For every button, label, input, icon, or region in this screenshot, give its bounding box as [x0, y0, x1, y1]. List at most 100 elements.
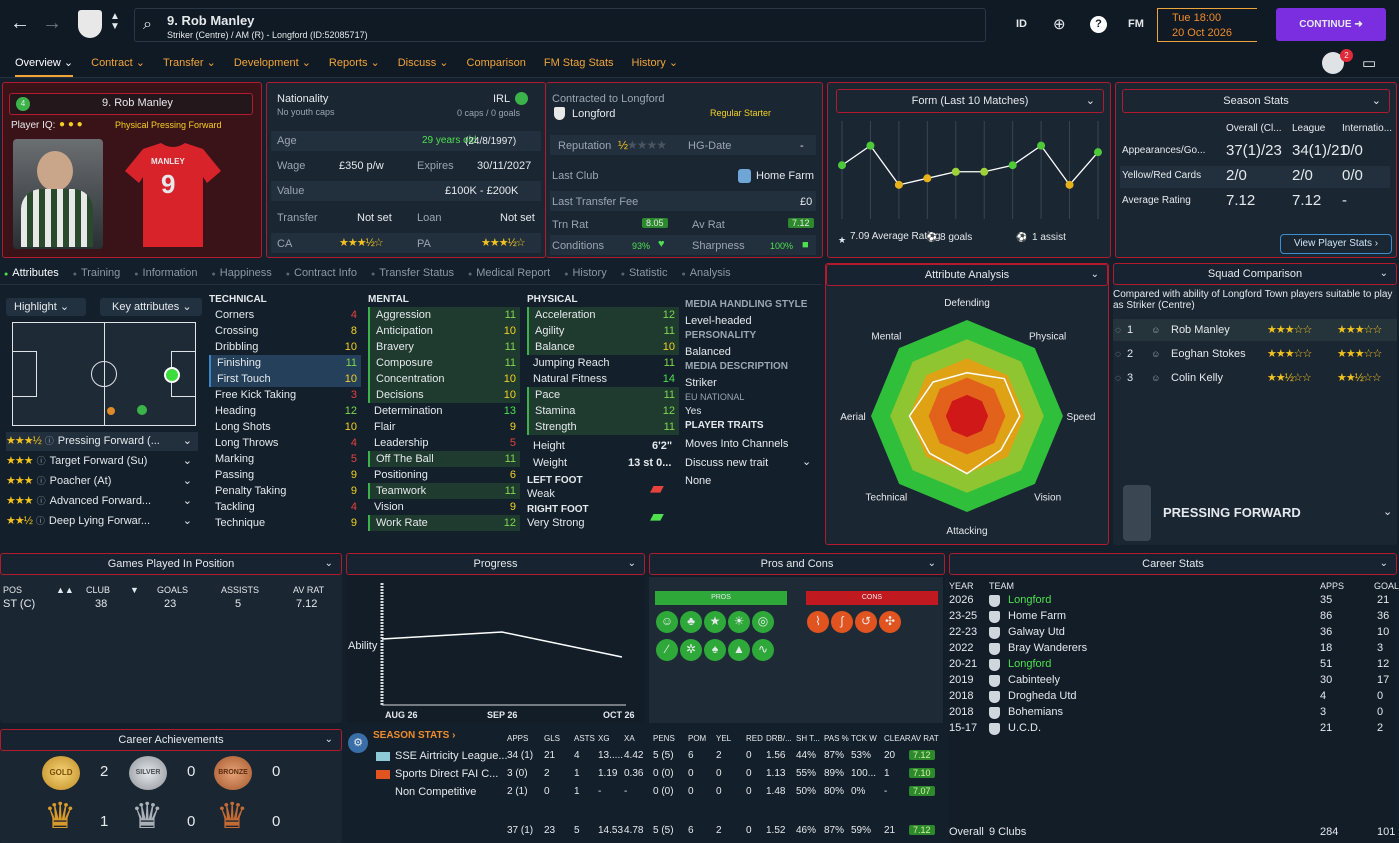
career-team[interactable]: U.C.D. — [1008, 722, 1041, 734]
tab-history[interactable]: ● History — [564, 267, 606, 279]
attr-row-jumping-reach[interactable]: Jumping Reach 11 — [527, 355, 679, 371]
ss-comp-name[interactable]: SSE Airtricity League... — [395, 750, 508, 762]
attr-row-crossing[interactable]: Crossing 8 — [209, 323, 361, 339]
con-icon-3[interactable]: ↺ — [855, 611, 877, 633]
attr-row-determination[interactable]: Determination 13 — [368, 403, 520, 419]
form-point[interactable] — [1008, 161, 1017, 170]
squad-row[interactable]: ◌ 3 ☺ Colin Kelly ★★½☆☆ ★★½☆☆ — [1113, 367, 1397, 389]
last-club-value[interactable]: Home Farm — [756, 170, 815, 182]
tab-attributes[interactable]: ● Attributes — [4, 267, 59, 279]
attr-row-finishing[interactable]: Finishing 11 — [209, 355, 361, 371]
forward-arrow-icon[interactable]: → — [42, 12, 62, 34]
attr-row-anticipation[interactable]: Anticipation 10 — [368, 323, 520, 339]
role-row[interactable]: ★★★½ ⓘ Pressing Forward (... ⌄ — [6, 432, 198, 451]
analysis-title-bar[interactable]: Attribute Analysis ⌄ — [826, 264, 1108, 286]
role-info-icon[interactable]: ⓘ — [36, 476, 46, 486]
pro-wave-icon[interactable]: ∿ — [752, 639, 774, 661]
season-stats-link[interactable]: SEASON STATS › — [373, 730, 456, 741]
attr-row-corners[interactable]: Corners 4 — [209, 307, 361, 323]
attr-row-dribbling[interactable]: Dribbling 10 — [209, 339, 361, 355]
role-info-icon[interactable]: ⓘ — [35, 516, 45, 526]
attr-row-off-the-ball[interactable]: Off The Ball 11 — [368, 451, 520, 467]
squad-title-bar[interactable]: Squad Comparison ⌄ — [1113, 263, 1397, 285]
tab-training[interactable]: ● Training — [73, 267, 121, 279]
attr-row-acceleration[interactable]: Acceleration 12 — [527, 307, 679, 323]
form-point[interactable] — [866, 141, 875, 150]
tab-transfer-status[interactable]: ● Transfer Status — [371, 267, 454, 279]
back-arrow-icon[interactable]: ← — [10, 12, 30, 34]
nav-item-development[interactable]: Development ⌄ — [234, 57, 311, 69]
attr-row-long-throws[interactable]: Long Throws 4 — [209, 435, 361, 451]
contract-club[interactable]: Longford — [572, 108, 616, 120]
attr-row-bravery[interactable]: Bravery 11 — [368, 339, 520, 355]
career-team[interactable]: Drogheda Utd — [1008, 690, 1077, 702]
attr-row-heading[interactable]: Heading 12 — [209, 403, 361, 419]
role-info-icon[interactable]: ⓘ — [44, 436, 54, 446]
con-foot-icon[interactable]: ⌇ — [807, 611, 829, 633]
achievements-title-bar[interactable]: Career Achievements ⌄ — [0, 729, 342, 751]
form-point[interactable] — [923, 174, 932, 183]
form-title-bar[interactable]: Form (Last 10 Matches) ⌄ — [836, 89, 1104, 113]
sort-down-icon[interactable]: ▼ — [130, 585, 139, 595]
role-chevron-icon[interactable]: ⌄ — [182, 495, 192, 507]
attr-row-decisions[interactable]: Decisions 10 — [368, 387, 520, 403]
progress-title-bar[interactable]: Progress ⌄ — [346, 553, 645, 575]
squad-select-icon[interactable]: ◌ — [1115, 373, 1121, 384]
attr-row-balance[interactable]: Balance 10 — [527, 339, 679, 355]
tab-analysis[interactable]: ● Analysis — [681, 267, 730, 279]
pro-icon-6[interactable]: ∕ — [656, 639, 678, 661]
pro-target-icon[interactable]: ◎ — [752, 611, 774, 633]
role-chevron-icon[interactable]: ⌄ — [182, 515, 192, 527]
attr-row-teamwork[interactable]: Teamwork 11 — [368, 483, 520, 499]
role-chevron-icon[interactable]: ⌄ — [182, 435, 192, 447]
con-icon-2[interactable]: ∫ — [831, 611, 853, 633]
globe-icon[interactable]: ⊕ — [1053, 16, 1066, 33]
continue-button[interactable]: CONTINUE ➜ — [1276, 8, 1386, 41]
form-point[interactable] — [1037, 141, 1046, 150]
pro-icon-8[interactable]: ♠ — [704, 639, 726, 661]
fm-button[interactable]: FM — [1128, 18, 1144, 30]
career-title-bar[interactable]: Career Stats ⌄ — [949, 553, 1397, 575]
attr-row-work-rate[interactable]: Work Rate 12 — [368, 515, 520, 531]
attr-row-concentration[interactable]: Concentration 10 — [368, 371, 520, 387]
squad-row[interactable]: ◌ 2 ☺ Eoghan Stokes ★★★☆☆ ★★★☆☆ — [1113, 343, 1397, 365]
monitor-icon[interactable]: ▭ — [1362, 55, 1377, 72]
form-point[interactable] — [894, 180, 903, 189]
role-row[interactable]: ★★★ ⓘ Advanced Forward... ⌄ — [6, 492, 198, 511]
pro-icon-7[interactable]: ✲ — [680, 639, 702, 661]
form-point[interactable] — [1094, 148, 1102, 157]
ss-comp-name[interactable]: Sports Direct FAI C... — [395, 768, 499, 780]
tab-statistic[interactable]: ● Statistic — [621, 267, 668, 279]
role-row[interactable]: ★★★ ⓘ Target Forward (Su) ⌄ — [6, 452, 198, 471]
attr-row-vision[interactable]: Vision 9 — [368, 499, 520, 515]
tab-contract-info[interactable]: ● Contract Info — [286, 267, 357, 279]
id-button[interactable]: ID — [1016, 18, 1027, 30]
con-icon-4[interactable]: ✣ — [879, 611, 901, 633]
attr-row-pace[interactable]: Pace 11 — [527, 387, 679, 403]
key-attributes-dropdown[interactable]: Key attributes ⌄ — [100, 298, 202, 316]
view-player-stats-button[interactable]: View Player Stats › — [1280, 234, 1392, 254]
role-chevron-icon[interactable]: ⌄ — [182, 455, 192, 467]
attr-row-free-kick-taking[interactable]: Free Kick Taking 3 — [209, 387, 361, 403]
attr-row-first-touch[interactable]: First Touch 10 — [209, 371, 361, 387]
club-switch-icon[interactable]: ▲ ▼ — [110, 11, 120, 32]
tab-medical-report[interactable]: ● Medical Report — [468, 267, 550, 279]
nav-item-transfer[interactable]: Transfer ⌄ — [163, 57, 216, 69]
tab-happiness[interactable]: ● Happiness — [212, 267, 272, 279]
highlight-dropdown[interactable]: Highlight ⌄ — [6, 298, 86, 316]
attr-row-composure[interactable]: Composure 11 — [368, 355, 520, 371]
nav-item-comparison[interactable]: Comparison — [467, 57, 526, 69]
career-team[interactable]: Bohemians — [1008, 706, 1064, 718]
role-info-icon[interactable]: ⓘ — [36, 456, 46, 466]
squad-role-chevron-icon[interactable]: ⌄ — [1383, 506, 1393, 518]
squad-select-icon[interactable]: ◌ — [1115, 349, 1121, 360]
attr-row-aggression[interactable]: Aggression 11 — [368, 307, 520, 323]
form-point[interactable] — [1065, 180, 1074, 189]
nav-item-fm-stag-stats[interactable]: FM Stag Stats — [544, 57, 614, 69]
form-point[interactable] — [951, 167, 960, 176]
attr-row-long-shots[interactable]: Long Shots 10 — [209, 419, 361, 435]
career-team[interactable]: Cabinteely — [1008, 674, 1060, 686]
attr-row-natural-fitness[interactable]: Natural Fitness 14 — [527, 371, 679, 387]
attr-row-stamina[interactable]: Stamina 12 — [527, 403, 679, 419]
role-row[interactable]: ★★★ ⓘ Poacher (At) ⌄ — [6, 472, 198, 491]
